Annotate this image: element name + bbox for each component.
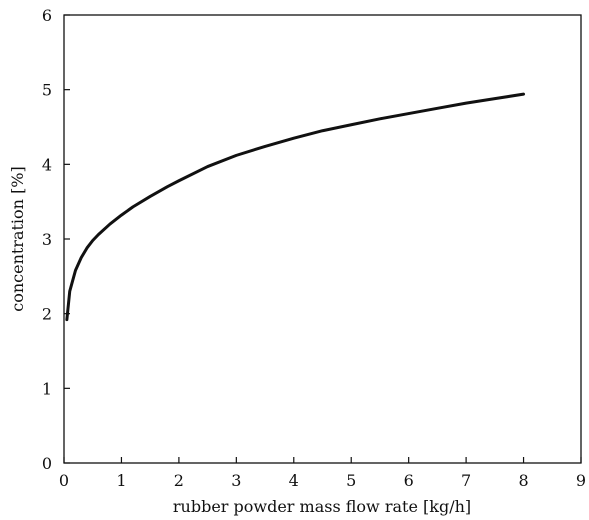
y-tick-label: 0 (42, 454, 52, 473)
x-tick-label: 6 (404, 471, 414, 490)
y-axis: 0 1 2 3 4 5 6 (42, 6, 70, 473)
y-tick-label: 3 (42, 230, 52, 249)
y-axis-title: concentration [%] (8, 166, 27, 312)
y-tick-label: 1 (42, 379, 52, 398)
y-tick-label: 6 (42, 6, 52, 25)
x-tick-label: 7 (461, 471, 471, 490)
x-tick-label: 0 (59, 471, 69, 490)
x-tick-label: 2 (174, 471, 184, 490)
series-layer (65, 92, 526, 322)
x-tick-label: 5 (346, 471, 356, 490)
x-tick-label: 3 (231, 471, 241, 490)
x-tick-label: 8 (518, 471, 528, 490)
x-axis-title: rubber powder mass flow rate [kg/h] (173, 497, 471, 516)
x-axis: 0 1 2 3 4 5 6 7 8 9 (59, 457, 586, 490)
x-tick-label: 1 (116, 471, 126, 490)
x-tick-label: 4 (289, 471, 299, 490)
x-tick-label: 9 (576, 471, 586, 490)
y-tick-label: 4 (42, 155, 52, 174)
plot-frame (63, 14, 582, 464)
y-tick-label: 2 (42, 305, 52, 324)
y-tick-label: 5 (42, 81, 52, 100)
series-line (65, 92, 526, 322)
